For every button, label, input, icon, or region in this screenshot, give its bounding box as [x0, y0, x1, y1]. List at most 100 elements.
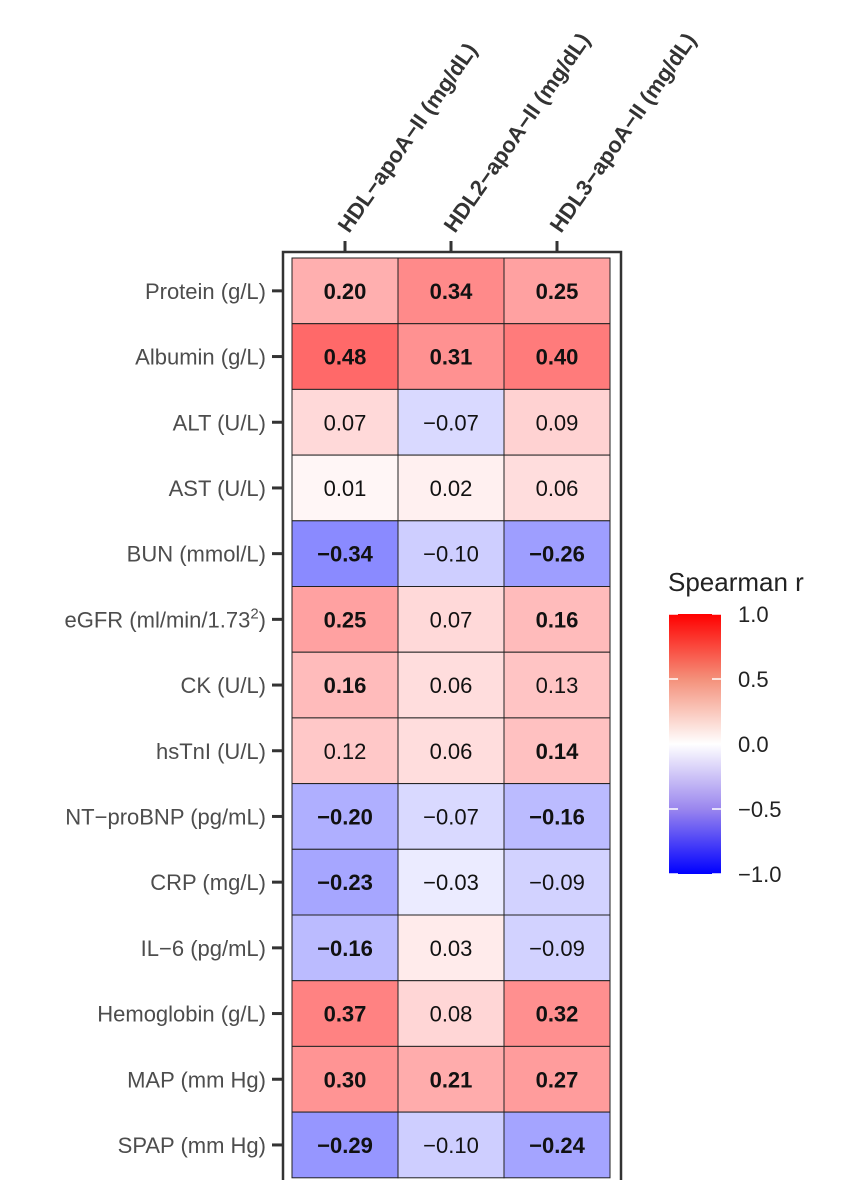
row-label: eGFR (ml/min/1.732): [65, 605, 267, 632]
heatmap-cell: [291, 717, 399, 785]
row-label: MAP (mm Hg): [127, 1067, 266, 1092]
heatmap-cell: [397, 980, 505, 1047]
legend-tick-label: 0.5: [738, 667, 769, 692]
cell-value-label: −0.34: [317, 542, 373, 567]
heatmap-cell: [291, 651, 399, 719]
heatmap-cell: [503, 520, 611, 587]
heatmap-cell: [291, 1045, 399, 1113]
cell-value-label: 0.09: [536, 410, 579, 435]
cell-value-label: 0.34: [430, 279, 474, 304]
cell-value-label: −0.16: [317, 936, 373, 961]
heatmap-cell: [503, 1045, 611, 1113]
cell-value-label: −0.07: [423, 804, 479, 829]
cell-value-label: 0.14: [536, 739, 580, 764]
heatmap-cell: [503, 651, 611, 719]
heatmap-cell: [503, 717, 611, 785]
heatmap-cell: [503, 454, 611, 522]
heatmap-cell: [503, 848, 611, 916]
cell-value-label: 0.25: [536, 279, 579, 304]
row-label: CK (U/L): [180, 673, 266, 698]
cell-value-label: −0.09: [529, 870, 585, 895]
cell-value-label: 0.03: [430, 936, 473, 961]
row-label: ALT (U/L): [173, 410, 266, 435]
heatmap-cell: [397, 586, 505, 653]
cell-value-label: 0.27: [536, 1067, 579, 1092]
row-label: Albumin (g/L): [135, 345, 266, 370]
row-label: NT−proBNP (pg/mL): [65, 804, 266, 829]
row-label: Hemoglobin (g/L): [97, 1002, 266, 1027]
heatmap-cell: [503, 586, 611, 653]
panel-border: [281, 250, 623, 1180]
cell-value-label: 0.21: [430, 1067, 473, 1092]
cell-value-label: 0.07: [324, 410, 367, 435]
heatmap-cell: [397, 323, 505, 390]
row-labels: Protein (g/L) Albumin (g/L) ALT (U/L) AST (…: [65, 279, 283, 1158]
cell-value-label: 0.06: [430, 739, 473, 764]
cell-value-label: 0.16: [536, 607, 579, 632]
heatmap-cell: [503, 257, 611, 325]
row-label: AST (U/L): [169, 476, 266, 501]
heatmap-cell: [291, 783, 399, 850]
heatmap-cell: [503, 323, 611, 390]
row-label: CRP (mg/L): [150, 870, 266, 895]
cell-value-label: 0.48: [324, 345, 367, 370]
heatmap-cell: [397, 717, 505, 785]
cell-value-label: 0.16: [324, 673, 367, 698]
heatmap-cell: [503, 980, 611, 1047]
heatmap-cell: [397, 1045, 505, 1113]
cell-value-label: 0.37: [324, 1002, 367, 1027]
cell-value-label: 0.06: [536, 476, 579, 501]
cell-value-label: 0.12: [324, 739, 367, 764]
legend-tick-label: 0.0: [738, 732, 769, 757]
cell-value-label: 0.02: [430, 476, 473, 501]
legend-tick-label: 1.0: [738, 602, 769, 627]
column-labels: HDL−apoA−II (mg/dL)HDL2−apoA−II (mg/dL)H…: [333, 28, 701, 252]
row-label: hsTnI (U/L): [156, 739, 266, 764]
heatmap-cells: 0.20 0.34 0.25 0.48 0.31 0.40 0.07 −0.07 0.09 0.0…: [291, 257, 611, 1179]
heatmap-cell: [291, 323, 399, 390]
cell-value-label: 0.31: [430, 345, 473, 370]
heatmap-cell: [291, 586, 399, 653]
heatmap-cell: [397, 1111, 505, 1179]
row-label: IL−6 (pg/mL): [141, 936, 266, 961]
cell-value-label: 0.20: [324, 279, 367, 304]
heatmap-cell: [291, 454, 399, 522]
heatmap-cell: [291, 914, 399, 982]
cell-value-label: −0.03: [423, 870, 479, 895]
cell-value-label: −0.16: [529, 804, 585, 829]
cell-value-label: 0.08: [430, 1002, 473, 1027]
color-legend: Spearman r 1.0 0.5 0.0 −0.5 −1.0: [668, 567, 804, 887]
heatmap-cell: [291, 257, 399, 325]
cell-value-label: 0.06: [430, 673, 473, 698]
heatmap-cell: [503, 1111, 611, 1179]
cell-value-label: 0.32: [536, 1002, 579, 1027]
heatmap-cell: [503, 783, 611, 850]
heatmap-cell: [397, 257, 505, 325]
cell-value-label: 0.13: [536, 673, 579, 698]
cell-value-label: −0.23: [317, 870, 373, 895]
row-label: BUN (mmol/L): [127, 542, 266, 567]
heatmap-cell: [397, 848, 505, 916]
heatmap-cell: [503, 914, 611, 982]
cell-value-label: 0.40: [536, 345, 579, 370]
heatmap-cell: [397, 388, 505, 456]
heatmap-cell: [397, 651, 505, 719]
legend-title: Spearman r: [668, 567, 804, 597]
cell-value-label: −0.10: [423, 542, 479, 567]
cell-value-label: 0.07: [430, 607, 473, 632]
legend-tick-label: −1.0: [738, 862, 781, 887]
heatmap-cell: [291, 848, 399, 916]
cell-value-label: 0.30: [324, 1067, 367, 1092]
row-label: Protein (g/L): [145, 279, 266, 304]
cell-value-label: −0.29: [317, 1133, 373, 1158]
cell-value-label: −0.26: [529, 542, 585, 567]
cell-value-label: 0.01: [324, 476, 367, 501]
cell-value-label: −0.10: [423, 1133, 479, 1158]
legend-tick-label: −0.5: [738, 797, 781, 822]
heatmap-cell: [291, 1111, 399, 1179]
cell-value-label: −0.20: [317, 804, 373, 829]
heatmap-cell: [397, 520, 505, 587]
cell-value-label: −0.09: [529, 936, 585, 961]
row-label: SPAP (mm Hg): [118, 1133, 266, 1158]
